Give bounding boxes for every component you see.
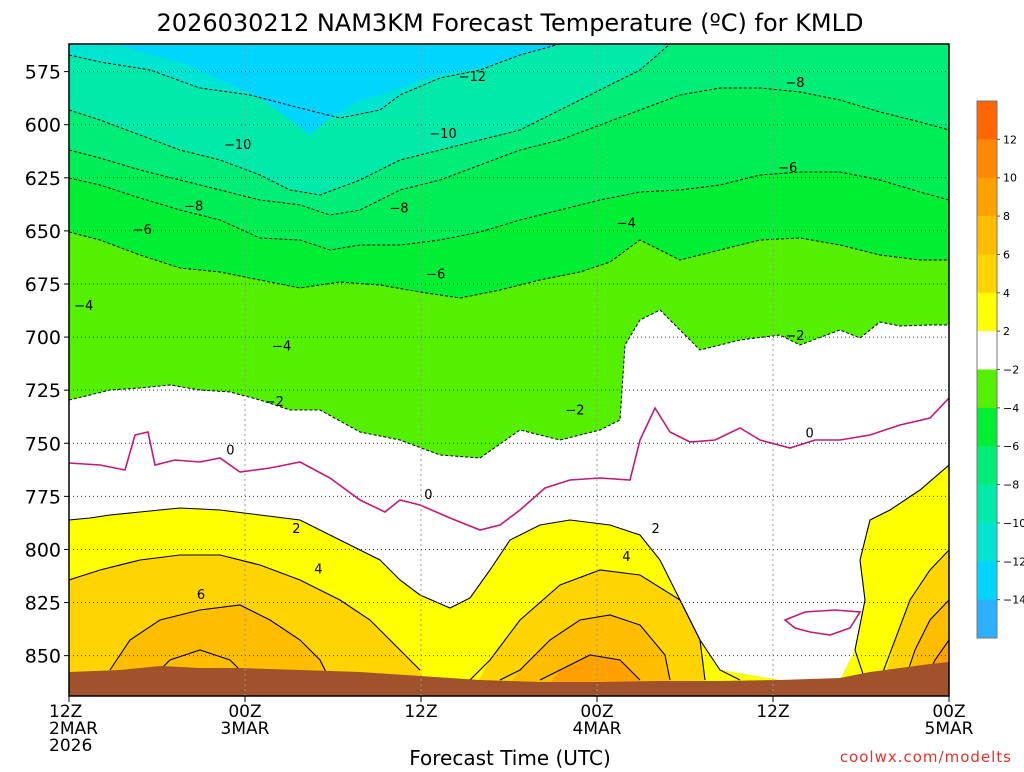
band-minus10-minus8: [69, 44, 949, 215]
colorbar-bin: [977, 101, 997, 140]
colorbar-bin: [977, 407, 997, 447]
contour-label: −8: [184, 199, 203, 214]
x-tick-label: 12Z: [49, 702, 82, 722]
x-tick-label: 12Z: [756, 702, 789, 722]
colorbar-bin: [977, 254, 997, 294]
band-minus4-minus2: [69, 232, 949, 458]
y-tick-label: 650: [25, 221, 61, 243]
colorbar-label: −8: [1003, 479, 1019, 492]
x-tick-label: 2MAR: [49, 719, 98, 739]
contour-label: −4: [272, 340, 291, 355]
contour-label: −4: [617, 216, 636, 231]
plot-frame: [68, 43, 950, 697]
gridlines: [69, 44, 949, 696]
x-tick-label: 5MAR: [925, 719, 974, 739]
contour-label: 2: [292, 522, 300, 537]
colorbar-label: −6: [1003, 440, 1019, 453]
watermark: coolwx.com/modelts: [840, 748, 1012, 766]
band-minus8-minus6: [69, 88, 949, 250]
contour-label: −2: [265, 395, 284, 410]
y-tick-label: 675: [25, 274, 61, 296]
y-tick-label: 575: [25, 62, 61, 84]
contour-label: −2: [785, 329, 804, 344]
contour-label: −12: [459, 70, 486, 85]
closed-zero-region: [783, 609, 862, 636]
colorbar: 12 10 8 6 4 2 −2 −4 −6 −8 −10 −12 −14: [976, 100, 1024, 639]
positive-isotherms: [69, 464, 949, 681]
terrain: [69, 662, 949, 696]
y-tick-label: 725: [25, 380, 61, 402]
contour-label: 4: [314, 563, 322, 578]
colorbar-bin: [977, 369, 997, 409]
x-tick-label: 00Z: [228, 702, 261, 722]
colorbar-bin: [977, 522, 997, 562]
band-minus6-minus4: [69, 172, 949, 298]
x-tick-label: 12Z: [404, 702, 437, 722]
contour-label: 0: [424, 488, 432, 503]
colorbar-label: 6: [1003, 248, 1010, 261]
contour-label: −10: [429, 127, 456, 142]
contour-label: 0: [806, 427, 814, 442]
y-tick-label: 800: [25, 539, 61, 561]
colorbar-label: −12: [1003, 555, 1024, 568]
band-coldest: [120, 44, 560, 135]
contour-label: 2: [652, 522, 660, 537]
contour-label: −6: [133, 223, 152, 238]
contour-label: −2: [565, 403, 584, 418]
contour-labels: −12 −10 −10 −8 −8 −8 −6 −6 −6 −4 −4 −4 −2 −2 −2 0 0 0 2 2 4 4…: [74, 70, 814, 603]
contour-label: −8: [389, 202, 408, 217]
x-tick-label: 00Z: [932, 702, 965, 722]
y-tick-label: 750: [25, 433, 61, 455]
contour-label: −10: [224, 138, 251, 153]
contour-label: −6: [778, 161, 797, 176]
contour-label: 4: [622, 550, 630, 565]
colorbar-bin: [977, 216, 997, 255]
chart-title: 2026030212 NAM3KM Forecast Temperature (…: [157, 9, 864, 37]
colorbar-label: 12: [1003, 133, 1017, 146]
y-tick-label: 775: [25, 486, 61, 508]
y-tick-label: 600: [25, 115, 61, 137]
colorbar-label: 4: [1003, 287, 1010, 300]
colorbar-bin: [977, 139, 997, 179]
colorbar-bin: [977, 561, 997, 601]
colorbar-label: −14: [1003, 594, 1024, 607]
colorbar-bin: [977, 446, 997, 486]
y-tick-label: 825: [25, 593, 61, 615]
x-tick-label: 3MAR: [221, 719, 270, 739]
colorbar-label: 8: [1003, 210, 1010, 223]
colorbar-bin: [977, 331, 997, 370]
contour-label: −8: [785, 76, 804, 91]
x-tick-label: 4MAR: [573, 719, 622, 739]
x-tick-label: 00Z: [580, 702, 613, 722]
contour-label: −4: [74, 299, 93, 314]
colorbar-label: 10: [1003, 172, 1017, 185]
colorbar-label: −10: [1003, 517, 1024, 530]
y-tick-label: 625: [25, 168, 61, 190]
colorbar-label: −2: [1003, 364, 1019, 377]
contour-label: 6: [197, 588, 205, 603]
band-zero-white: [69, 310, 949, 680]
colorbar-bin: [977, 599, 997, 639]
colorbar-bin: [977, 292, 997, 332]
x-tick-label: 2026: [49, 736, 92, 756]
colorbar-bin: [977, 484, 997, 524]
zero-isotherm: [69, 397, 949, 531]
contour-label: 0: [226, 444, 234, 459]
y-tick-label: 700: [25, 327, 61, 349]
y-tick-label: 850: [25, 646, 61, 668]
colorbar-label: −4: [1003, 402, 1019, 415]
contour-label: −6: [426, 267, 445, 282]
colorbar-label: 2: [1003, 325, 1010, 338]
y-axis: 575 600 625 650 675 700 725 750 775 800 825 850: [25, 62, 69, 668]
colorbar-bin: [977, 177, 997, 217]
x-axis-label: Forecast Time (UTC): [409, 746, 611, 768]
